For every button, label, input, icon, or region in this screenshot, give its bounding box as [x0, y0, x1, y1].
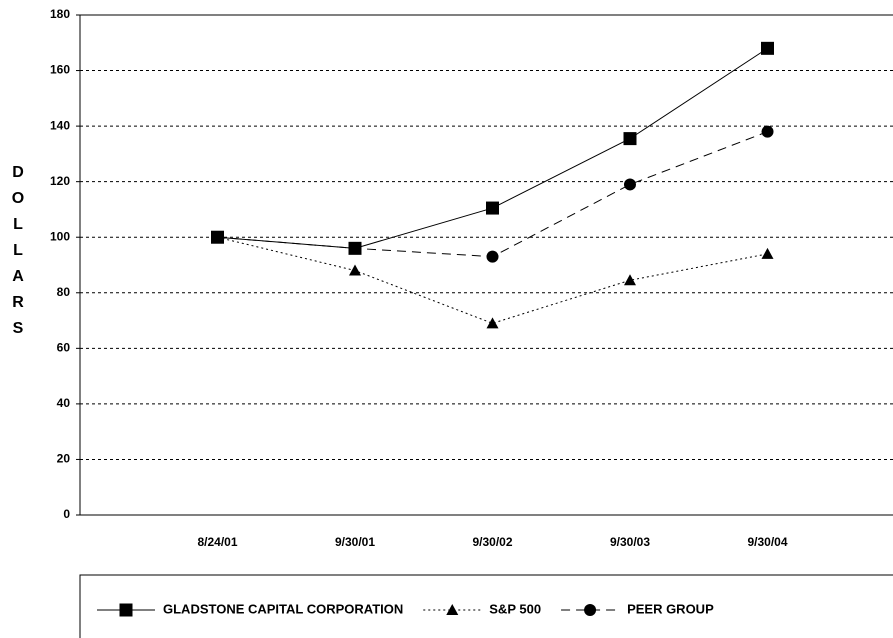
series-line — [217, 236, 768, 324]
x-tick-label: 9/30/02 — [472, 535, 512, 549]
series-line — [217, 47, 768, 249]
y-tick-label: 40 — [57, 396, 71, 410]
legend-label: S&P 500 — [489, 601, 541, 616]
y-tick-label: 160 — [50, 63, 70, 77]
legend-marker — [119, 603, 133, 617]
marker — [349, 242, 361, 255]
marker — [624, 274, 636, 286]
marker — [624, 178, 636, 191]
marker — [761, 41, 774, 55]
legend-box — [79, 574, 893, 638]
legend-marker — [584, 604, 597, 616]
x-tick-label: 9/30/03 — [610, 535, 650, 549]
legend-label: PEER GROUP — [627, 601, 714, 616]
x-tick-label: 9/30/04 — [747, 535, 787, 549]
y-tick-label: 120 — [50, 174, 70, 188]
series-line — [217, 131, 768, 258]
y-tick-label: 100 — [50, 229, 70, 243]
marker — [486, 201, 499, 215]
y-tick-label: 140 — [50, 118, 70, 132]
marker — [211, 231, 224, 244]
marker — [349, 264, 361, 276]
marker — [761, 247, 774, 259]
y-tick-label: 20 — [57, 452, 71, 466]
marker — [486, 250, 499, 263]
legend-marker — [446, 604, 459, 615]
x-tick-label: 9/30/01 — [335, 535, 375, 549]
y-tick-label: 0 — [63, 507, 70, 521]
marker — [761, 125, 774, 138]
marker — [486, 317, 499, 329]
y-tick-label: 80 — [57, 285, 71, 299]
marker — [623, 132, 637, 146]
y-tick-label: 180 — [50, 7, 70, 21]
x-tick-label: 8/24/01 — [197, 535, 237, 549]
legend-label: GLADSTONE CAPITAL CORPORATION — [163, 601, 403, 616]
y-tick-label: 60 — [57, 341, 71, 355]
